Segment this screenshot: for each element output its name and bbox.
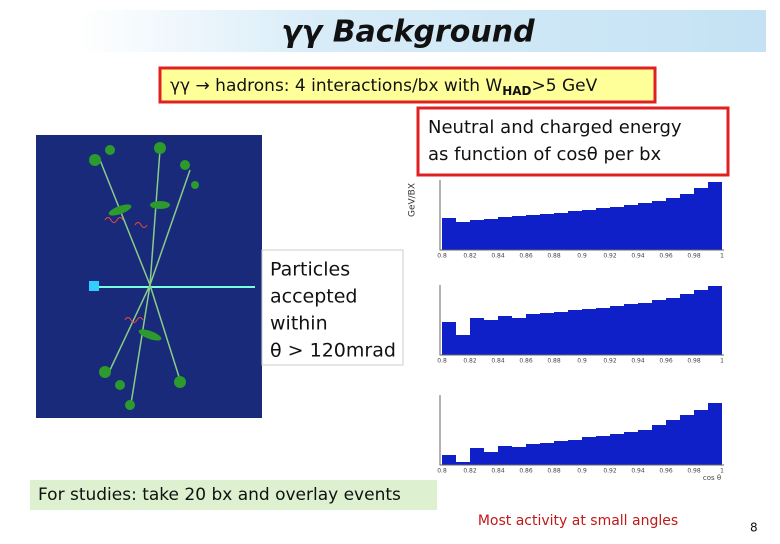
conclusion: Most activity at small angles	[478, 513, 678, 529]
x-tick-label: 0.88	[547, 468, 561, 475]
x-tick-label: 0.82	[463, 468, 477, 475]
x-tick-label: 0.8	[437, 468, 447, 475]
particles-box	[261, 249, 404, 366]
x-tick-label: 0.84	[491, 358, 505, 365]
x-tick-label: 0.82	[463, 253, 477, 260]
x-tick-label: 0.98	[687, 468, 701, 475]
x-tick-label: 0.84	[491, 253, 505, 260]
x-tick-label: 0.96	[659, 468, 673, 475]
x-tick-label: 0.94	[631, 253, 645, 260]
event-display	[36, 135, 262, 418]
x-tick-label: 0.9	[577, 358, 587, 365]
particles-line: Particles	[270, 259, 350, 281]
y-axis-label: GeV/BX	[408, 183, 418, 217]
studies-text: For studies: take 20 bx and overlay even…	[38, 485, 401, 505]
x-tick-label: 0.86	[519, 253, 533, 260]
x-tick-label: 0.94	[631, 358, 645, 365]
x-tick-label: 0.9	[577, 468, 587, 475]
x-tick-label: 0.92	[603, 468, 617, 475]
x-tick-label: 0.96	[659, 253, 673, 260]
headline-sub: HAD	[502, 84, 531, 98]
x-tick-label: 1	[720, 468, 724, 475]
note-line: as function of cosθ per bx	[428, 144, 662, 165]
x-axis-title: cos θ	[703, 474, 721, 482]
x-tick-label: 1	[720, 253, 724, 260]
particles-line: within	[270, 313, 328, 335]
headline-main: γγ → hadrons: 4 interactions/bx with W	[170, 76, 502, 96]
x-tick-label: 0.92	[603, 253, 617, 260]
particles-line: accepted	[270, 286, 358, 308]
x-tick-label: 0.86	[519, 468, 533, 475]
x-tick-label: 0.88	[547, 253, 561, 260]
note-box	[416, 106, 730, 177]
title-banner	[78, 10, 766, 52]
x-tick-label: 0.8	[437, 358, 447, 365]
particles-line: θ > 120mrad	[270, 340, 396, 362]
x-tick-label: 0.88	[547, 358, 561, 365]
x-tick-label: 0.86	[519, 358, 533, 365]
x-tick-label: 0.82	[463, 358, 477, 365]
x-tick-label: 0.98	[687, 358, 701, 365]
x-tick-label: 0.98	[687, 253, 701, 260]
x-tick-label: 0.84	[491, 468, 505, 475]
x-ticks: 0.8 0.82 0.84 0.86 0.88 0.9 0.92 0.94 0.96 0.98 1 0…	[437, 253, 724, 483]
studies-box	[30, 480, 437, 510]
x-tick-label: 0.8	[437, 253, 447, 260]
headline-tail: >5 GeV	[532, 76, 598, 96]
title: γγ Background	[281, 15, 535, 50]
page-number: 8	[750, 521, 758, 535]
plot-frames	[439, 180, 724, 466]
x-tick-label: 0.96	[659, 358, 673, 365]
histogram	[442, 182, 722, 465]
x-tick-label: 0.92	[603, 358, 617, 365]
x-tick-label: 0.94	[631, 468, 645, 475]
x-tick-label: 1	[720, 358, 724, 365]
x-tick-label: 0.9	[577, 253, 587, 260]
headline: γγ → hadrons: 4 interactions/bx with WHA…	[170, 76, 598, 98]
headline-box	[158, 66, 657, 104]
note-line: Neutral and charged energy	[428, 117, 682, 138]
